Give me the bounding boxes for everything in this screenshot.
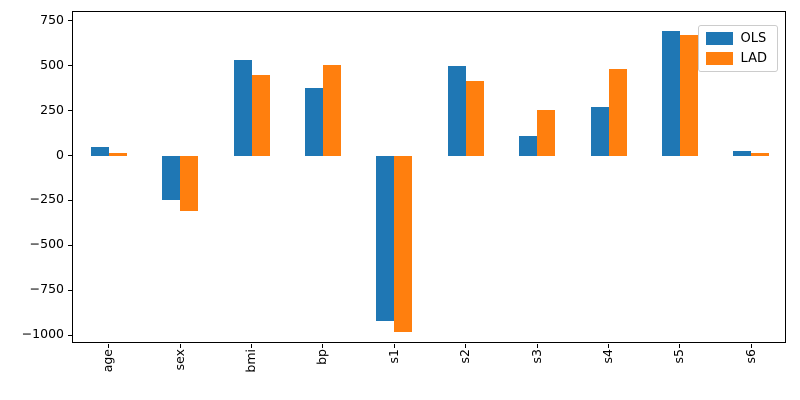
- y-tick-mark: [68, 65, 72, 67]
- bar-ols-s3: [519, 135, 538, 156]
- x-tick-mark: [750, 344, 752, 348]
- legend: OLS LAD: [697, 25, 778, 72]
- x-tick-mark: [608, 344, 609, 348]
- bar-lad-s2: [465, 81, 484, 156]
- x-tick-label-s5: s5: [671, 349, 687, 364]
- x-tick-label-s1: s1: [385, 349, 401, 364]
- x-tick-label-bmi: bmi: [243, 349, 258, 373]
- x-tick-mark: [322, 344, 324, 348]
- legend-label-ols: OLS: [740, 31, 767, 46]
- y-tick-label: −250: [29, 191, 64, 207]
- x-tick-mark: [393, 344, 395, 348]
- bar-ols-bp: [304, 88, 323, 156]
- x-tick-mark: [679, 344, 681, 348]
- x-tick-label-s4: s4: [600, 349, 615, 364]
- y-tick-label: −500: [29, 236, 64, 252]
- y-tick-mark: [68, 155, 72, 157]
- bar-ols-sex: [162, 155, 181, 200]
- legend-entry-ols: OLS: [705, 31, 767, 46]
- bar-ols-bmi: [233, 60, 252, 156]
- x-tick-mark: [536, 344, 538, 348]
- x-tick-mark: [179, 344, 181, 348]
- y-tick-label: 750: [40, 11, 64, 27]
- y-tick-mark: [68, 199, 72, 201]
- x-tick-label-s2: s2: [457, 349, 473, 364]
- y-tick-mark: [68, 244, 72, 246]
- y-tick-mark: [68, 110, 72, 112]
- bar-lad-bp: [322, 64, 341, 156]
- y-tick-label: −750: [29, 281, 64, 297]
- bar-lad-s3: [537, 109, 556, 156]
- bar-ols-s1: [376, 155, 395, 321]
- y-tick-mark: [68, 20, 72, 22]
- x-tick-mark: [251, 344, 252, 348]
- x-tick-label-s3: s3: [528, 349, 544, 364]
- bar-lad-s6: [751, 153, 770, 156]
- bar-ols-s4: [590, 107, 609, 156]
- x-tick-label-bp: bp: [314, 349, 330, 365]
- x-tick-label-s6: s6: [742, 349, 758, 364]
- y-tick-label: −1000: [21, 326, 64, 342]
- x-tick-mark: [465, 344, 467, 348]
- bar-lad-sex: [180, 155, 199, 212]
- y-tick-label: 0: [56, 146, 64, 162]
- bar-ols-s2: [447, 65, 466, 156]
- bar-lad-bmi: [251, 74, 270, 156]
- bar-lad-s4: [608, 69, 627, 156]
- y-tick-label: 250: [40, 101, 64, 117]
- y-tick-mark: [68, 334, 72, 336]
- legend-swatch-ols: [705, 32, 733, 45]
- bar-lad-s5: [679, 35, 698, 156]
- bar-ols-age: [90, 147, 109, 156]
- x-tick-label-sex: sex: [171, 349, 187, 371]
- y-tick-mark: [68, 289, 72, 291]
- legend-swatch-lad: [705, 52, 733, 65]
- bar-lad-age: [108, 152, 127, 156]
- bar-lad-s1: [394, 155, 413, 333]
- x-tick-mark: [108, 344, 110, 348]
- bar-ols-s5: [661, 30, 680, 156]
- y-tick-label: 500: [40, 56, 64, 72]
- plot-area: OLS LAD: [68, 11, 786, 348]
- bar-ols-s6: [733, 150, 752, 156]
- legend-label-lad: LAD: [740, 51, 767, 66]
- legend-entry-lad: LAD: [705, 51, 767, 66]
- x-tick-label-age: age: [100, 349, 116, 373]
